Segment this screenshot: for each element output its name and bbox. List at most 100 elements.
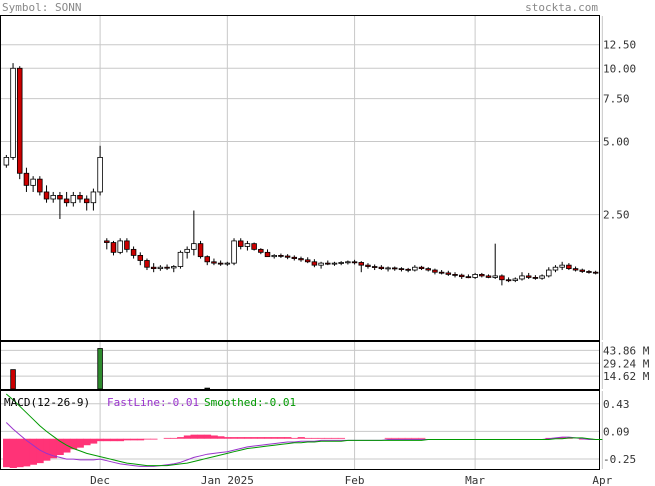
volume-panel bbox=[0, 341, 600, 390]
macd-hist-bar bbox=[264, 437, 272, 439]
candle bbox=[458, 273, 465, 279]
candle bbox=[184, 246, 190, 259]
macd-hist-bar bbox=[136, 438, 145, 441]
volume-bars bbox=[10, 348, 210, 390]
macd-title: MACD(12-26-9) bbox=[4, 396, 90, 409]
candle bbox=[284, 254, 291, 260]
macd-hist-bar bbox=[143, 438, 151, 440]
candle bbox=[23, 167, 30, 192]
candle bbox=[43, 185, 50, 203]
candle bbox=[425, 267, 431, 272]
macd-hist-bar bbox=[411, 437, 419, 439]
candle bbox=[137, 252, 144, 266]
volume-tick-label: 29.24 M bbox=[603, 357, 650, 370]
candle bbox=[338, 261, 344, 266]
macd-lines bbox=[5, 393, 603, 467]
fastline-value: -0.01 bbox=[166, 396, 199, 409]
candle bbox=[304, 257, 311, 264]
candle bbox=[37, 176, 43, 196]
candle bbox=[217, 260, 224, 266]
candle bbox=[291, 255, 298, 261]
macd-hist-bar bbox=[170, 437, 178, 439]
macd-hist-bar bbox=[183, 435, 192, 439]
candle bbox=[566, 263, 572, 271]
macd-hist-bar bbox=[223, 437, 232, 439]
candle bbox=[418, 265, 425, 271]
x-tick-label: Feb bbox=[345, 474, 365, 486]
symbol-label: Symbol: SONN bbox=[2, 1, 81, 14]
candle bbox=[16, 66, 23, 180]
macd-hist-bar bbox=[290, 437, 299, 439]
smoothed-series bbox=[5, 393, 603, 467]
candle bbox=[271, 254, 277, 259]
price-tick-label: 7.50 bbox=[603, 93, 630, 106]
candle bbox=[117, 238, 123, 255]
macd-hist-bar bbox=[244, 437, 252, 439]
candle bbox=[572, 266, 579, 272]
candle bbox=[130, 246, 137, 259]
candle bbox=[592, 270, 599, 275]
candle bbox=[264, 249, 271, 258]
price-tick-label: 12.50 bbox=[603, 39, 636, 52]
candle bbox=[552, 265, 559, 273]
candle bbox=[559, 261, 565, 271]
macd-hist-bar bbox=[277, 437, 285, 439]
macd-hist-bar bbox=[90, 438, 98, 444]
candle bbox=[525, 272, 532, 279]
price-panel bbox=[0, 15, 600, 341]
candle bbox=[3, 154, 10, 168]
macd-hist-bar bbox=[130, 438, 138, 441]
macd-hist-bar bbox=[297, 437, 305, 439]
volume-tick-label: 14.62 M bbox=[603, 370, 650, 383]
volume-bar bbox=[204, 387, 210, 390]
price-tick-label: 10.00 bbox=[603, 62, 636, 75]
x-tick-label: Dec bbox=[90, 474, 110, 486]
macd-hist-bar bbox=[96, 438, 104, 442]
macd-hist-bar bbox=[56, 438, 64, 455]
candle bbox=[546, 267, 552, 278]
macd-hist-bar bbox=[83, 438, 91, 446]
candle bbox=[57, 191, 63, 219]
candle bbox=[124, 238, 130, 253]
macd-hist-bar bbox=[49, 438, 58, 459]
candle bbox=[63, 191, 70, 207]
candle bbox=[505, 277, 512, 283]
gridlines bbox=[1, 16, 603, 469]
macd-hist-bar bbox=[404, 437, 412, 439]
candle bbox=[385, 266, 391, 272]
candle bbox=[171, 265, 177, 273]
candle bbox=[345, 260, 351, 265]
macd-hist-bar bbox=[76, 438, 84, 448]
candle bbox=[479, 272, 485, 278]
macd-hist-bar bbox=[398, 437, 406, 439]
macd-hist-bar bbox=[257, 437, 265, 439]
macd-hist-bar bbox=[384, 437, 392, 439]
volume-tick-label: 43.86 M bbox=[603, 344, 650, 357]
macd-hist-bar bbox=[203, 434, 212, 439]
candle bbox=[244, 240, 251, 251]
macd-hist-bar bbox=[217, 436, 225, 439]
candle bbox=[371, 264, 378, 271]
site-label: stockta.com bbox=[525, 1, 598, 14]
candle bbox=[392, 266, 398, 271]
candle bbox=[157, 265, 164, 271]
macd-panel bbox=[0, 390, 600, 470]
macd-hist-bar bbox=[16, 438, 24, 468]
candle bbox=[579, 268, 586, 273]
macd-tick-label: 0.09 bbox=[603, 425, 630, 438]
macd-hist-bar bbox=[311, 437, 319, 439]
macd-hist-bar bbox=[69, 438, 78, 450]
candle bbox=[351, 259, 358, 265]
candle bbox=[325, 260, 331, 266]
candle bbox=[191, 210, 197, 256]
candle bbox=[298, 256, 304, 262]
candle bbox=[197, 240, 204, 259]
candle bbox=[539, 274, 545, 280]
candle bbox=[110, 240, 117, 256]
candle bbox=[586, 270, 592, 274]
candle bbox=[237, 238, 244, 250]
macd-hist-bar bbox=[43, 438, 51, 461]
price-tick-label: 5.00 bbox=[603, 135, 630, 148]
candle bbox=[177, 250, 184, 269]
